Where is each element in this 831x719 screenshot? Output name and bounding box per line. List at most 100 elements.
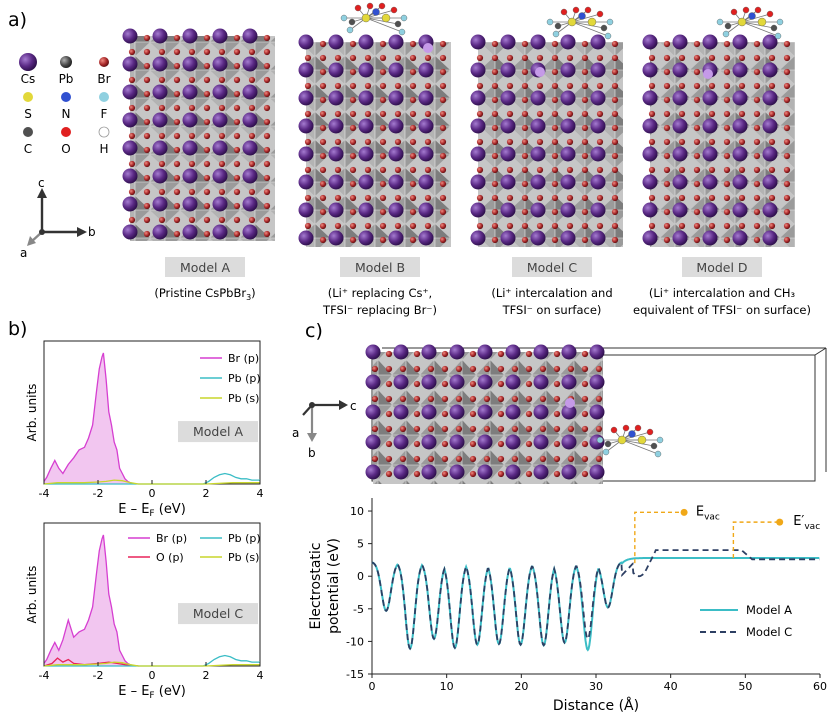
- br-atom: [413, 410, 421, 418]
- br-atom: [409, 208, 417, 216]
- br-atom: [581, 54, 589, 62]
- br-atom: [173, 174, 181, 182]
- li-atom: [535, 67, 545, 77]
- cs-atom: [388, 62, 404, 78]
- cs-atom: [533, 464, 549, 480]
- cs-atom: [470, 230, 486, 246]
- cs-atom: [470, 62, 486, 78]
- cs-atom: [590, 146, 606, 162]
- legend-atom-label: Br: [97, 72, 110, 86]
- br-atom: [319, 68, 327, 76]
- axis-b-arrowhead-c: [307, 433, 317, 442]
- br-atom: [173, 104, 181, 112]
- br-atom: [678, 110, 686, 118]
- y-tick-label: -10: [346, 635, 364, 648]
- br-atom: [491, 194, 499, 202]
- cs-atom: [642, 146, 658, 162]
- cs-atom: [470, 202, 486, 218]
- cs-atom: [365, 374, 381, 390]
- br-atom: [566, 110, 574, 118]
- cs-atom: [182, 196, 198, 212]
- molecule-atom: [394, 20, 402, 28]
- br-atom: [379, 68, 387, 76]
- series-line-model-c: [371, 549, 820, 651]
- cs-atom: [590, 62, 606, 78]
- cs-atom: [530, 146, 546, 162]
- cs-atom: [477, 404, 493, 420]
- axis-c-arrowhead-c: [339, 400, 348, 410]
- br-atom: [753, 68, 761, 76]
- br-atom: [536, 54, 544, 62]
- br-atom: [394, 110, 402, 118]
- cs-atom: [393, 344, 409, 360]
- br-atom: [424, 110, 432, 118]
- br-atom: [663, 152, 671, 160]
- br-atom: [379, 96, 387, 104]
- br-atom: [611, 236, 619, 244]
- br-atom: [511, 455, 519, 463]
- br-atom: [476, 194, 484, 202]
- model-label-c: Model C: [512, 257, 592, 277]
- br-atom: [783, 40, 791, 48]
- legend-atom-h: [98, 126, 110, 138]
- y-axis-label-line1: Electrostatic: [308, 543, 324, 630]
- br-atom: [506, 110, 514, 118]
- legend-label: Model C: [746, 625, 792, 639]
- x-tick-label: 0: [149, 669, 156, 682]
- molecule-atom: [546, 18, 554, 26]
- br-atom: [304, 54, 312, 62]
- li-atom: [423, 43, 433, 53]
- x-axis-label: E – EF (eV): [118, 502, 186, 519]
- cs-atom: [388, 202, 404, 218]
- br-atom: [233, 160, 241, 168]
- x-tick-label: 20: [514, 680, 528, 693]
- model-label-b: Model B: [340, 257, 420, 277]
- br-atom: [521, 152, 529, 160]
- br-atom: [158, 48, 166, 56]
- br-atom: [521, 40, 529, 48]
- br-atom: [753, 152, 761, 160]
- br-atom: [173, 34, 181, 42]
- br-atom: [723, 124, 731, 132]
- cs-atom: [242, 168, 258, 184]
- br-atom: [738, 82, 746, 90]
- x-tick-label: 4: [257, 487, 264, 500]
- cs-atom: [530, 202, 546, 218]
- br-atom: [409, 110, 417, 118]
- br-atom: [233, 62, 241, 70]
- br-atom: [173, 146, 181, 154]
- br-atom: [439, 222, 447, 230]
- structure-model-a: [122, 28, 275, 241]
- br-atom: [128, 76, 136, 84]
- br-atom: [521, 124, 529, 132]
- br-atom: [439, 40, 447, 48]
- br-atom: [158, 216, 166, 224]
- br-atom: [553, 350, 561, 358]
- cs-atom: [328, 118, 344, 134]
- x-tick-label: 2: [203, 669, 210, 682]
- br-atom: [218, 104, 226, 112]
- model-label-text: Model B: [355, 260, 405, 275]
- br-atom: [723, 208, 731, 216]
- br-atom: [611, 54, 619, 62]
- cs-atom: [328, 34, 344, 50]
- cs-atom: [732, 174, 748, 190]
- br-atom: [203, 90, 211, 98]
- cs-atom: [505, 374, 521, 390]
- x-tick-label: -4: [39, 487, 50, 500]
- br-atom: [553, 455, 561, 463]
- cs-atom: [298, 118, 314, 134]
- evac-label: Evac: [696, 504, 720, 522]
- cs-atom: [505, 464, 521, 480]
- br-atom: [304, 222, 312, 230]
- br-atom: [385, 425, 393, 433]
- axis-c-arrowhead: [37, 188, 47, 198]
- br-atom: [385, 395, 393, 403]
- cs-atom: [530, 90, 546, 106]
- y-tick-label: 0: [357, 570, 364, 583]
- br-atom: [551, 68, 559, 76]
- cs-atom: [500, 62, 516, 78]
- br-atom: [525, 410, 533, 418]
- br-atom: [158, 76, 166, 84]
- br-atom: [476, 222, 484, 230]
